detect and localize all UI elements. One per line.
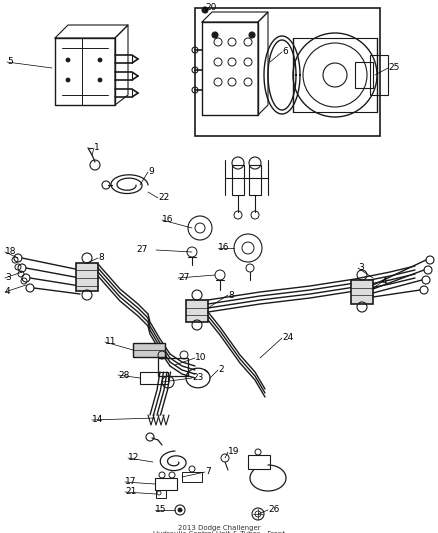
- Text: 16: 16: [218, 244, 230, 253]
- Text: 2013 Dodge Challenger: 2013 Dodge Challenger: [178, 525, 260, 531]
- Bar: [351, 280, 373, 304]
- Text: 16: 16: [162, 215, 173, 224]
- Circle shape: [98, 78, 102, 82]
- Text: 27: 27: [178, 273, 189, 282]
- Text: 3: 3: [358, 263, 364, 272]
- Bar: [249, 165, 261, 195]
- Circle shape: [249, 32, 255, 38]
- Text: 3: 3: [5, 273, 11, 282]
- Text: 1: 1: [94, 143, 100, 152]
- Text: 22: 22: [158, 193, 169, 203]
- Bar: [76, 263, 98, 291]
- Bar: [182, 472, 202, 482]
- Text: 4: 4: [5, 287, 11, 296]
- Bar: [186, 300, 208, 322]
- Text: 28: 28: [118, 370, 129, 379]
- Bar: [155, 478, 177, 490]
- Bar: [195, 8, 380, 136]
- Text: 18: 18: [5, 247, 17, 256]
- Circle shape: [212, 32, 218, 38]
- Circle shape: [202, 7, 208, 13]
- Text: 8: 8: [228, 290, 234, 300]
- Text: 10: 10: [195, 353, 206, 362]
- Text: 15: 15: [155, 505, 166, 514]
- Circle shape: [66, 78, 70, 82]
- Text: 19: 19: [228, 448, 240, 456]
- Text: 21: 21: [125, 488, 136, 497]
- Circle shape: [66, 58, 70, 62]
- Text: Hydraulic Control Unit & Tubes - Front: Hydraulic Control Unit & Tubes - Front: [153, 531, 285, 533]
- Bar: [232, 165, 244, 195]
- Text: 17: 17: [125, 478, 137, 487]
- Bar: [370, 55, 388, 95]
- Bar: [133, 343, 165, 357]
- Text: 11: 11: [105, 337, 117, 346]
- Text: 12: 12: [128, 454, 139, 463]
- Circle shape: [178, 508, 182, 512]
- Text: 24: 24: [282, 334, 293, 343]
- Text: 6: 6: [282, 47, 288, 56]
- Text: 2: 2: [218, 366, 224, 375]
- Text: 27: 27: [137, 246, 148, 254]
- Text: 14: 14: [92, 416, 103, 424]
- Text: 23: 23: [192, 374, 203, 383]
- Text: 20: 20: [205, 3, 216, 12]
- Text: 26: 26: [268, 505, 279, 514]
- Text: 7: 7: [205, 467, 211, 477]
- Bar: [140, 372, 168, 384]
- Bar: [158, 358, 188, 376]
- Bar: [355, 62, 373, 88]
- Text: 5: 5: [7, 58, 13, 67]
- Text: 9: 9: [148, 167, 154, 176]
- Text: 8: 8: [98, 254, 104, 262]
- Text: 25: 25: [388, 63, 399, 72]
- Circle shape: [98, 58, 102, 62]
- Text: 4: 4: [382, 278, 388, 287]
- Bar: [156, 490, 166, 498]
- Bar: [248, 455, 270, 469]
